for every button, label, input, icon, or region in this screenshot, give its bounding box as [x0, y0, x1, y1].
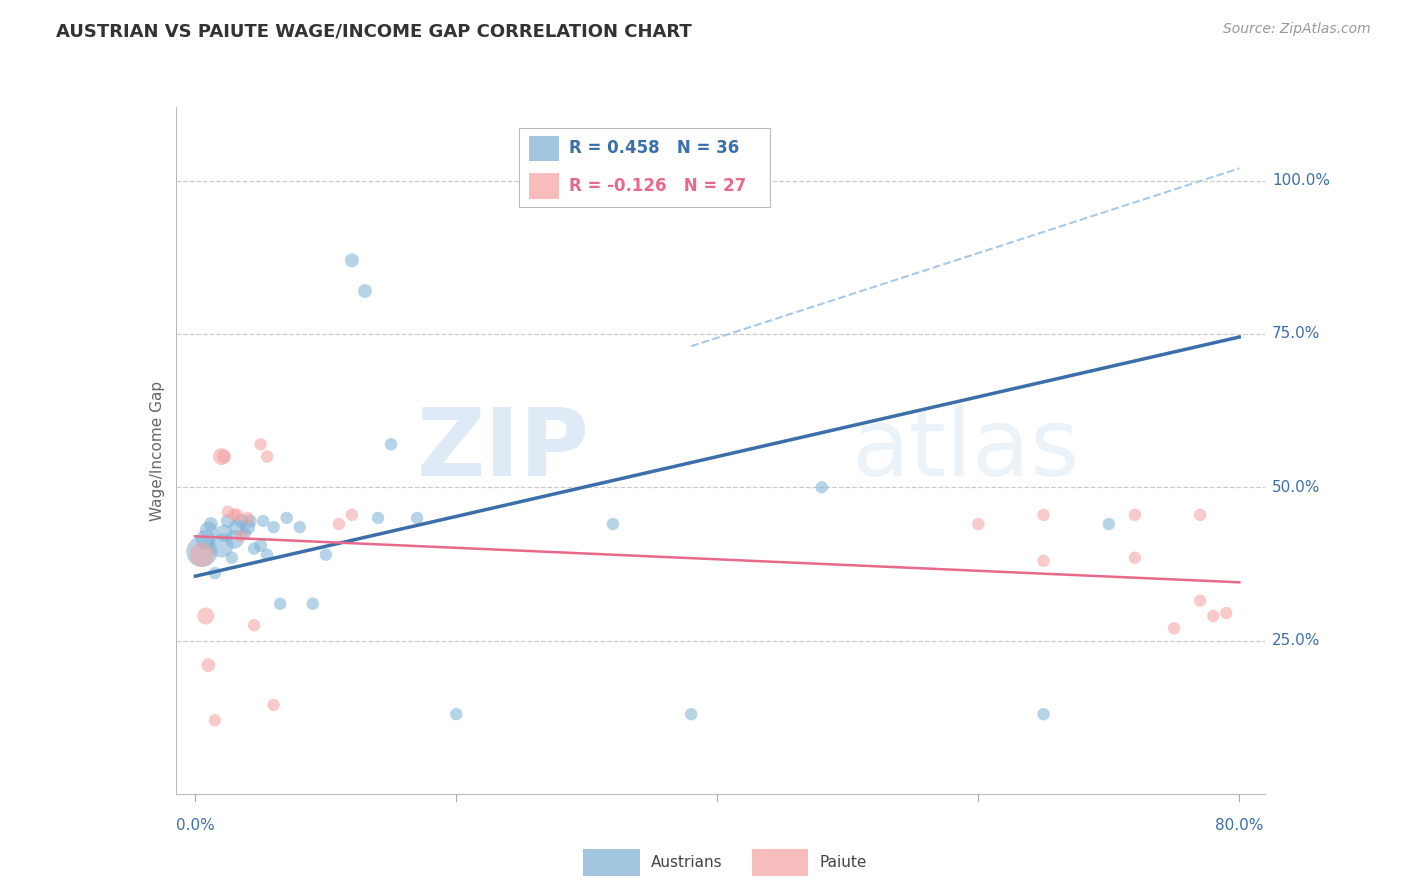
Point: [256, 548, 278, 562]
Text: 100.0%: 100.0%: [1272, 173, 1330, 188]
Point: [191, 544, 214, 558]
Point: [328, 517, 350, 532]
Point: [209, 539, 232, 553]
Point: [252, 514, 274, 528]
Point: [810, 480, 832, 494]
Point: [197, 523, 219, 537]
Point: [406, 511, 429, 525]
Text: 80.0%: 80.0%: [1215, 819, 1264, 833]
Point: [315, 548, 337, 562]
Text: AUSTRIAN VS PAIUTE WAGE/INCOME GAP CORRELATION CHART: AUSTRIAN VS PAIUTE WAGE/INCOME GAP CORRE…: [56, 22, 692, 40]
Point: [288, 520, 311, 534]
Point: [249, 437, 271, 451]
Text: atlas: atlas: [852, 404, 1080, 497]
Y-axis label: Wage/Income Gap: Wage/Income Gap: [149, 380, 165, 521]
Point: [194, 533, 217, 547]
Point: [200, 517, 222, 532]
Point: [269, 597, 291, 611]
Text: Source: ZipAtlas.com: Source: ZipAtlas.com: [1223, 22, 1371, 37]
Point: [243, 541, 266, 556]
Point: [209, 450, 232, 464]
Point: [236, 520, 259, 534]
Point: [367, 511, 389, 525]
Point: [217, 505, 239, 519]
Point: [212, 450, 235, 464]
Point: [1032, 508, 1054, 522]
Point: [236, 511, 259, 525]
Point: [1032, 707, 1054, 722]
Point: [229, 514, 252, 528]
Text: Paiute: Paiute: [820, 855, 868, 870]
Point: [380, 437, 402, 451]
Point: [446, 707, 468, 722]
Point: [256, 450, 278, 464]
Point: [197, 658, 219, 673]
Point: [1163, 621, 1185, 635]
Point: [340, 253, 363, 268]
Point: [681, 707, 703, 722]
Point: [239, 514, 262, 528]
Point: [1189, 593, 1212, 607]
Point: [204, 714, 226, 728]
Point: [217, 514, 239, 528]
Point: [249, 539, 271, 553]
Point: [226, 520, 249, 534]
Point: [967, 517, 990, 532]
Point: [233, 526, 256, 541]
Point: [224, 508, 246, 522]
Point: [1032, 554, 1054, 568]
Point: [1189, 508, 1212, 522]
Text: ZIP: ZIP: [418, 404, 591, 497]
Text: 25.0%: 25.0%: [1272, 633, 1320, 648]
Point: [1098, 517, 1121, 532]
Text: 0.0%: 0.0%: [176, 819, 215, 833]
Point: [263, 520, 285, 534]
Point: [340, 508, 363, 522]
Point: [276, 511, 298, 525]
Point: [212, 526, 235, 541]
Point: [1202, 609, 1225, 624]
Text: R = -0.126   N = 27: R = -0.126 N = 27: [569, 178, 747, 195]
Point: [1215, 606, 1237, 620]
Text: R = 0.458   N = 36: R = 0.458 N = 36: [569, 139, 740, 157]
Text: Austrians: Austrians: [651, 855, 723, 870]
Point: [226, 508, 249, 522]
Point: [602, 517, 624, 532]
Point: [191, 548, 214, 562]
Point: [229, 529, 252, 543]
Bar: [529, 136, 560, 161]
Point: [224, 533, 246, 547]
Point: [243, 618, 266, 632]
Point: [1123, 550, 1146, 565]
Point: [221, 550, 243, 565]
Point: [194, 609, 217, 624]
Text: 75.0%: 75.0%: [1272, 326, 1320, 342]
Point: [301, 597, 323, 611]
Point: [263, 698, 285, 712]
Point: [354, 284, 377, 298]
Bar: [529, 173, 560, 199]
Point: [204, 566, 226, 581]
Point: [1123, 508, 1146, 522]
Text: 50.0%: 50.0%: [1272, 480, 1320, 495]
